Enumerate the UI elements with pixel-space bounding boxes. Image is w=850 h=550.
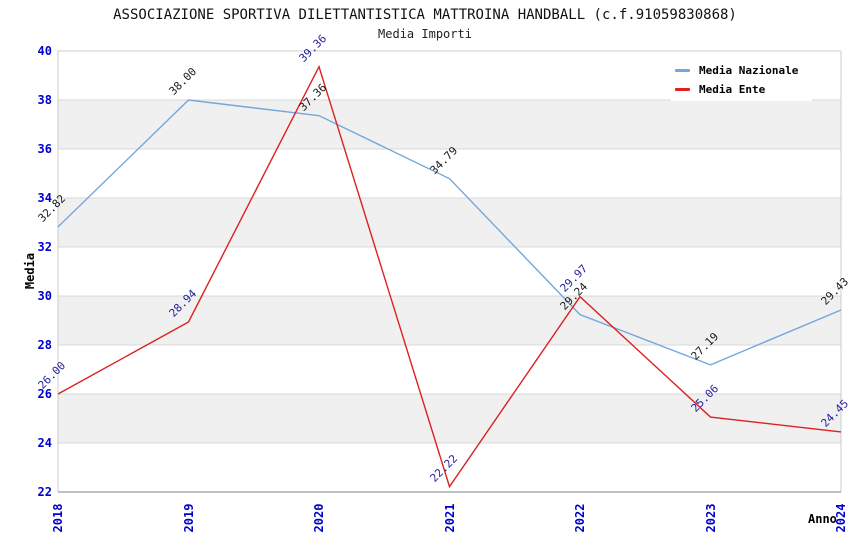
legend-label-ente: Media Ente xyxy=(699,82,766,96)
series-line-media-nazionale xyxy=(57,99,842,366)
x-tick-label: 2021 xyxy=(442,503,457,533)
series-line-media-ente xyxy=(57,64,842,489)
plot-band xyxy=(58,394,841,443)
x-tick-label: 2023 xyxy=(703,503,718,533)
plot-band xyxy=(58,198,841,247)
y-axis-title: Media xyxy=(23,252,37,290)
plot-band xyxy=(58,443,841,492)
legend-item-media-ente: Media Ente xyxy=(675,80,812,99)
plot-band xyxy=(58,247,841,296)
x-tick-label: 2022 xyxy=(573,503,587,533)
y-tick-label: 32 xyxy=(37,240,52,254)
y-tick-label: 24 xyxy=(37,436,52,450)
y-tick-label: 38 xyxy=(37,93,52,107)
x-tick-label: 2019 xyxy=(181,503,196,533)
x-tick-label: 2020 xyxy=(312,503,326,533)
y-tick-label: 26 xyxy=(37,387,52,401)
legend-marker-nazionale-icon xyxy=(675,69,690,72)
plot-band xyxy=(58,100,841,149)
chart-title: ASSOCIAZIONE SPORTIVA DILETTANTISTICA MA… xyxy=(113,7,737,23)
legend-marker-ente-icon xyxy=(675,88,690,91)
y-tick-label: 30 xyxy=(37,289,52,303)
legend-item-media-nazionale: Media Nazionale xyxy=(675,61,812,80)
y-tick-label: 28 xyxy=(37,338,52,352)
plot-band xyxy=(58,149,841,198)
legend: Media Nazionale Media Ente xyxy=(671,52,812,101)
chart-subtitle: Media Importi xyxy=(378,27,472,41)
y-tick-label: 22 xyxy=(37,485,52,499)
y-tick-label: 40 xyxy=(37,44,52,58)
plot-band xyxy=(58,345,841,394)
x-axis-title: Anno xyxy=(808,512,837,526)
y-tick-label: 34 xyxy=(37,191,52,205)
x-tick-label: 2018 xyxy=(51,503,65,533)
y-tick-label: 36 xyxy=(37,142,52,156)
legend-label-nazionale: Media Nazionale xyxy=(699,63,799,77)
